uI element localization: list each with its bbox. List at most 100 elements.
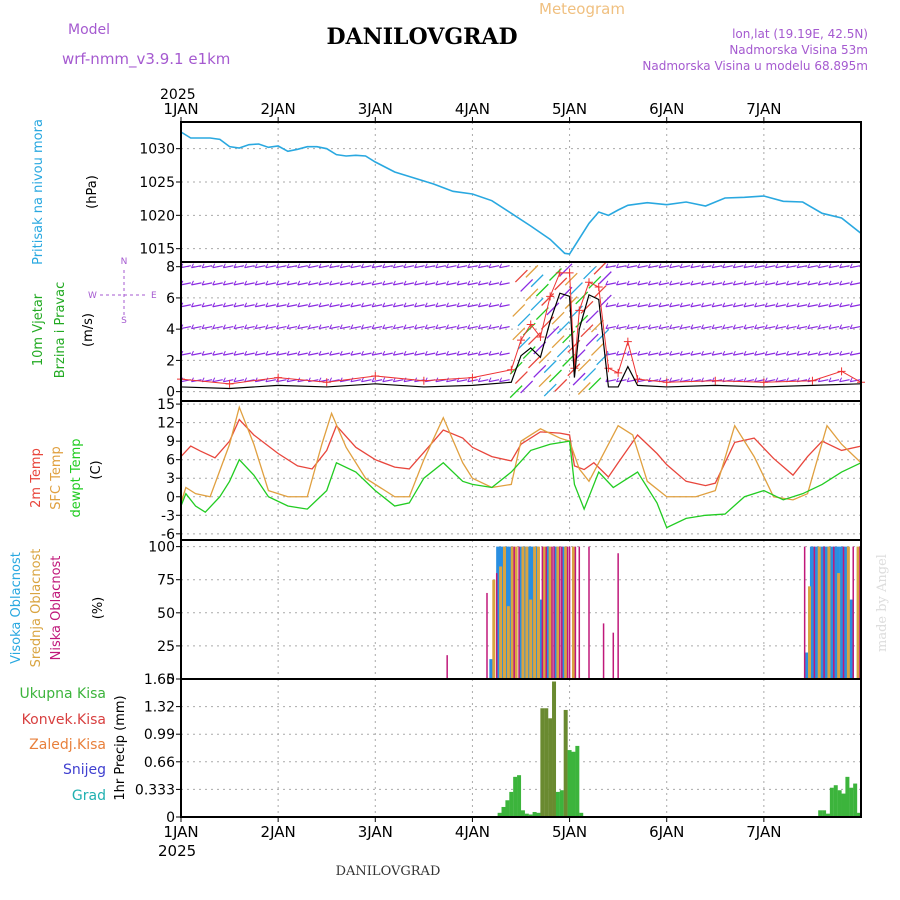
wind-arrow [850,282,861,286]
storm-wind-arrow [580,324,594,338]
cloud-bar [833,546,835,679]
wind-arrow-head [626,302,630,307]
wind-arrow [223,326,234,330]
wind-arrow [456,282,468,286]
wind-arrow [626,326,638,330]
wind-arrow [775,265,786,269]
wind-arrow-head [679,263,683,268]
wind-arrow [850,304,861,308]
wind-arrow [286,352,298,356]
wind-arrow-head [743,350,747,356]
cloud-bar [553,546,559,679]
wind-arrow-head [637,280,641,286]
precip-bar [544,708,549,817]
day-label-top: 1JAN [163,100,198,118]
ytick-label: 12 [157,416,175,432]
wind-arrow [276,304,287,308]
wind-arrow [626,304,638,308]
wind-arrow-head [775,324,779,329]
cloud-bar [499,566,503,679]
temp-line-0 [180,418,862,487]
wind-arrow [711,282,723,286]
precip-bar [837,790,842,817]
wind-arrow [403,282,415,286]
storm-wind-arrow [538,350,552,364]
wind-arrow [191,326,202,330]
storm-wind-arrow [520,278,534,292]
svg-text:E: E [151,291,157,301]
storm-wind-arrow [528,355,541,369]
cloud-bar [824,546,830,679]
wind-arrow-head [807,350,811,356]
wind-arrow-head [786,263,789,268]
wind-arrow [616,265,627,269]
wind-arrow-head [477,324,481,329]
wind-arrow [850,265,861,269]
storm-wind-arrow [554,277,568,291]
wind-arrow-head [424,263,428,268]
wind-arrow-head [679,302,683,307]
wind-arrow [828,352,840,356]
wind-arrow [446,282,457,286]
day-label-bottom: 5JAN [552,823,587,841]
wind-arrow-head [201,263,205,268]
wind-arrow [765,304,776,308]
ytick-label: 1025 [139,175,175,191]
panel-frame [180,121,862,263]
wind-arrow [244,326,255,330]
wind-arrow-head [446,302,449,307]
meteogram-label: Meteogram [539,0,625,18]
storm-wind-arrow [549,369,562,383]
wind-arrow [637,265,648,269]
wind-arrow-head [764,263,768,268]
wind-arrow [223,379,234,383]
ytick-label: 0 [166,490,175,506]
cloud-bar [559,546,561,679]
wind-arrow-head [222,350,226,356]
gust-marker [536,332,545,341]
gust-marker [565,268,574,277]
precip-bar [513,776,518,817]
wind-arrow [223,282,234,286]
wind-arrow [499,352,510,356]
wind-arrow-head [732,280,736,286]
ytick-label: 1.65 [144,672,175,688]
storm-wind-arrow [530,274,544,288]
wind-arrow-head [690,324,694,329]
wind-arrow-head [424,302,428,307]
wind-arrow [244,352,255,356]
cloud-bar [561,546,567,679]
wind-arrow-head [658,350,662,356]
cloud-bar [843,546,849,679]
wind-arrow-head [371,263,375,268]
wind-arrow [711,352,723,356]
wind-arrow [276,326,287,330]
wind-arrow [701,265,712,269]
wind-arrow [350,304,361,308]
wind-arrow-head [456,280,460,286]
cloud-bar [537,599,543,679]
wind-arrow-head [499,302,503,307]
precip-bar [497,812,502,817]
wind-arrow [382,304,393,308]
wind-arrow-head [849,377,853,382]
cloud-bar [842,546,845,679]
wind-arrow [775,304,786,308]
wind-arrow-head [764,350,768,356]
wind-arrow [361,265,372,269]
wind-arrow-head [743,377,747,382]
cloud-bar [545,546,548,679]
wind-arrow-head [329,377,333,382]
storm-wind-arrow [593,261,607,275]
wind-arrow [488,265,500,269]
wind-arrow-head [371,350,375,356]
cloud-bar [817,546,821,679]
wind-arrow-head [764,302,768,307]
cloud-unit: (%) [91,597,106,620]
wind-arrow [414,352,425,356]
wind-arrow [754,304,765,308]
wind-arrow [839,352,850,356]
model-label: Model [68,22,110,38]
wind-arrow [456,304,468,308]
cloud-bar [829,546,835,679]
